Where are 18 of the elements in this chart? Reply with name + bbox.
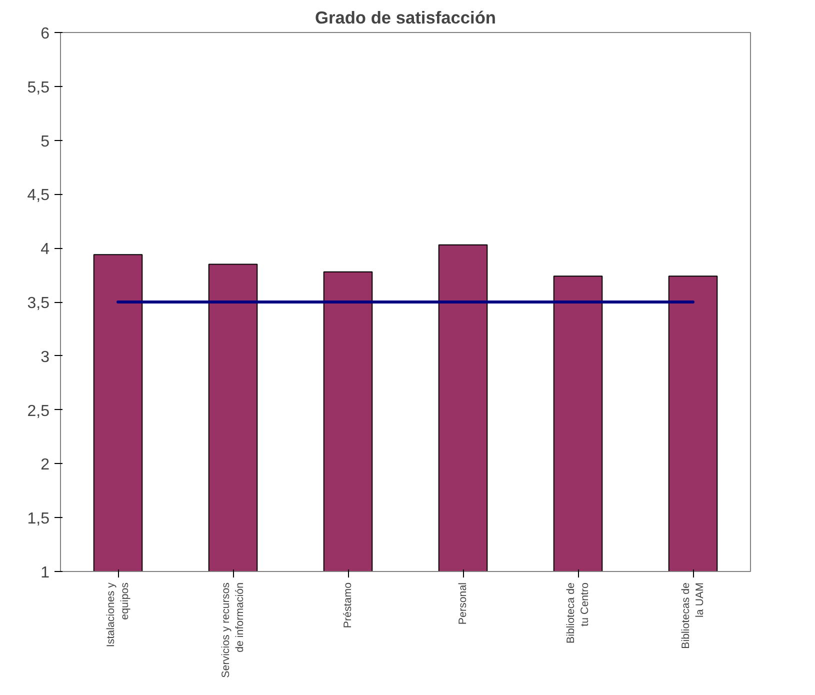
x-tick-label: Bibliotecas de la UAM: [680, 582, 706, 649]
y-tick-label: 5,5: [27, 79, 50, 96]
y-tick-label: 6: [40, 26, 50, 42]
y-tick-label: 2,5: [27, 402, 50, 420]
y-tick-label: 5: [40, 133, 50, 150]
y-tick-label: 1,5: [27, 510, 50, 528]
y-tick-label: 3,5: [27, 295, 50, 312]
y-tick-label: 3: [40, 348, 50, 366]
x-tick-label: Istalaciones y equipos: [104, 582, 132, 648]
x-tick-label: Servicios y recursos de información: [220, 582, 246, 678]
y-tick-label: 1: [40, 564, 50, 582]
y-tick-label: 2: [40, 456, 50, 474]
y-tick-label: 4: [40, 241, 50, 258]
x-tick-label: Personal: [457, 582, 469, 625]
y-tick-label: 4,5: [27, 187, 50, 204]
chart-title: Grado de satisfacción: [314, 8, 496, 28]
x-tick-label: Préstamo: [342, 582, 354, 628]
x-tick-label: Biblioteca de tu Centro: [564, 582, 592, 644]
